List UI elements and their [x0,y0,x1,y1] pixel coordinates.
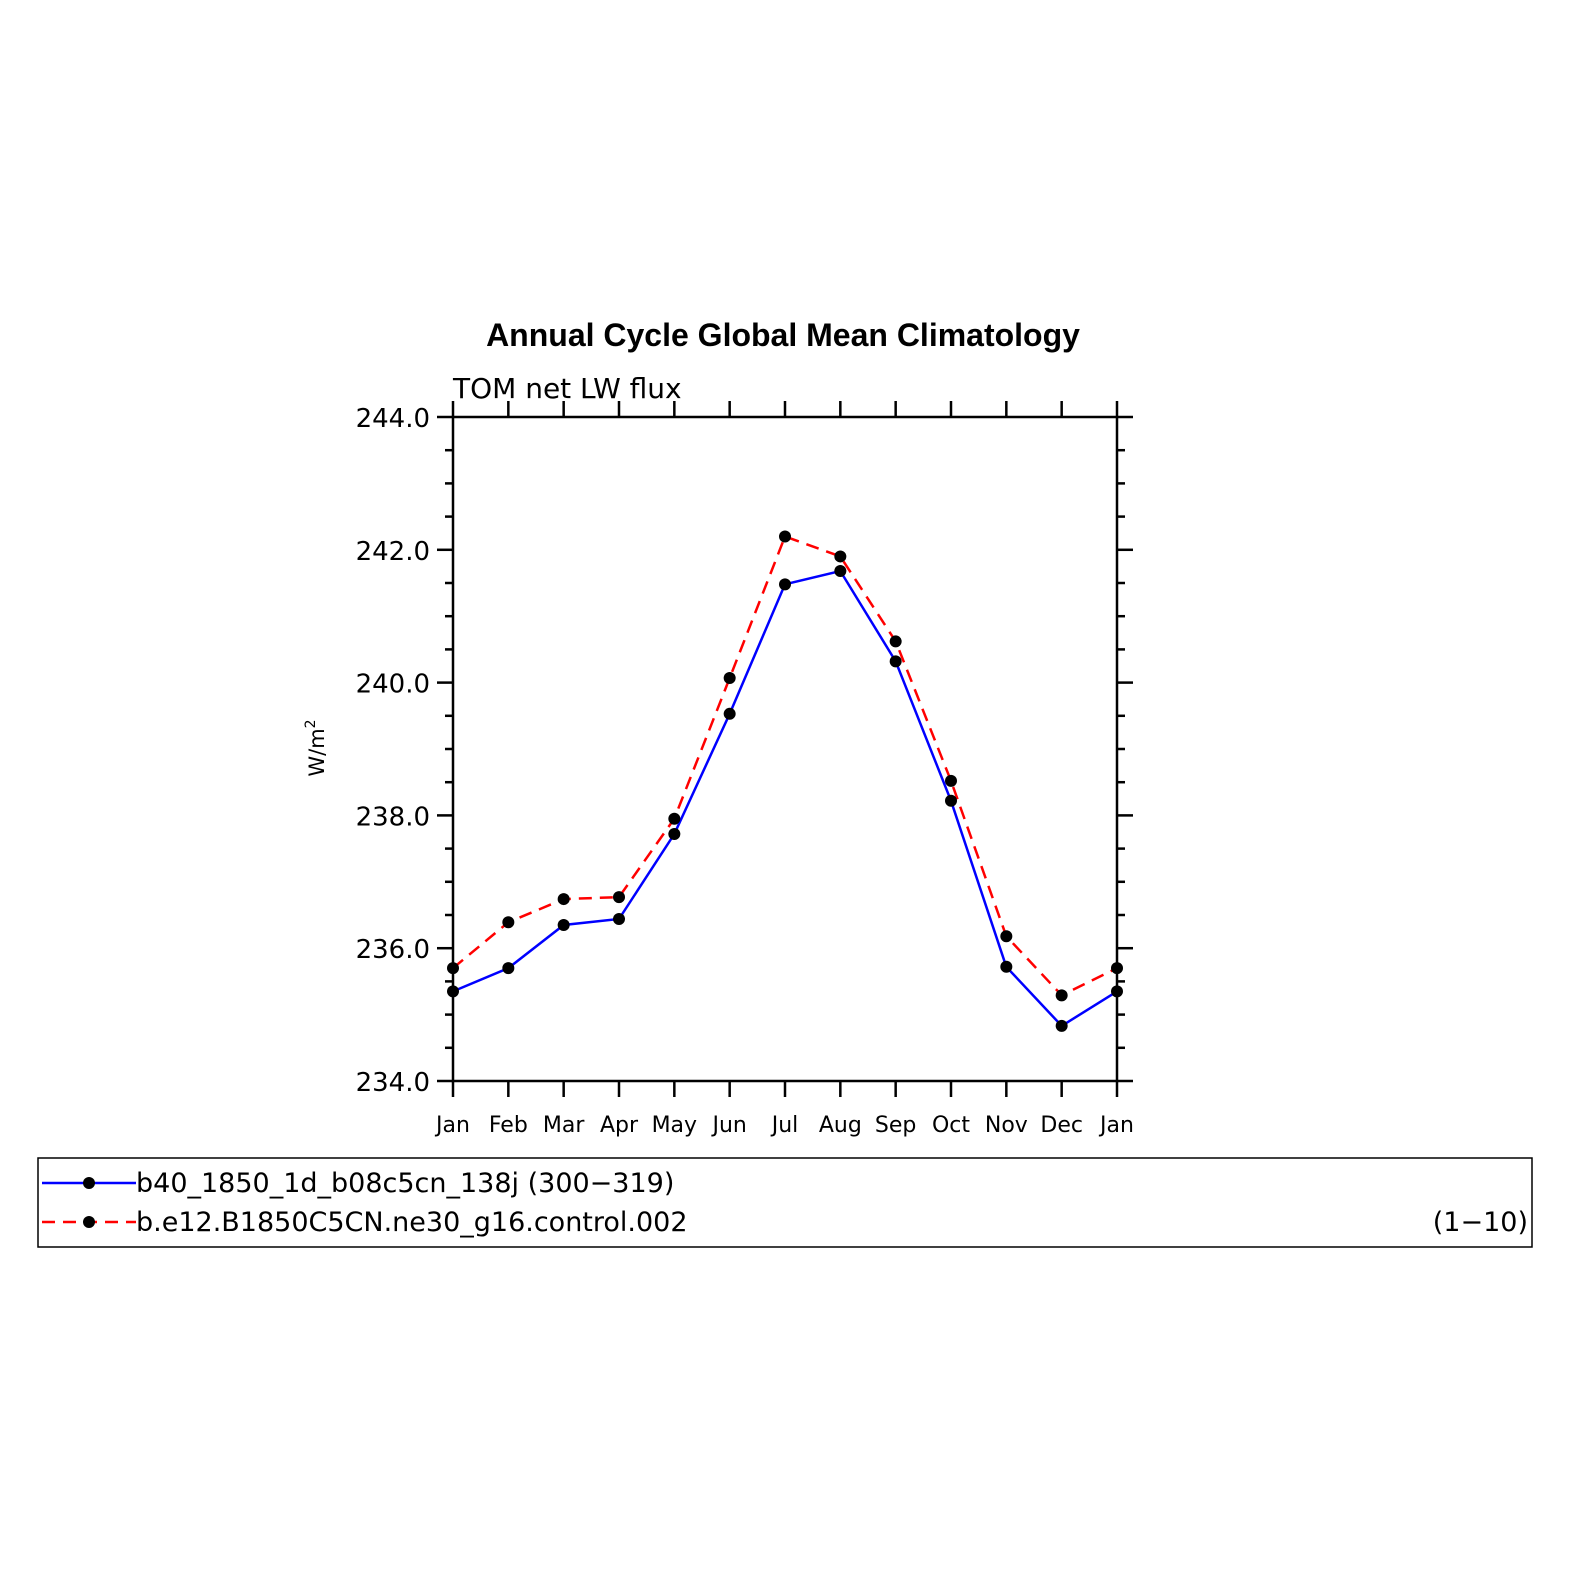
data-point-series-2 [1111,962,1123,975]
data-point-series-1 [502,962,515,975]
legend-entry-2: b.e12.B1850C5CN.ne30_g16.control.002 (1−… [42,1207,1528,1238]
x-tick-label: Mar [543,1113,585,1138]
legend-swatch-marker-1 [83,1177,95,1189]
y-axis-label-superscript: 2 [303,719,319,728]
y-tick-label: 234.0 [356,1068,430,1098]
x-tick-labels: Jan Feb Mar Apr May Jun Jul Aug Sep Oct Nov Dec Jan [434,1113,1134,1138]
data-point-series-2 [779,530,791,543]
legend-years-2: (1−10) [1433,1207,1528,1238]
data-point-series-1 [1000,960,1013,973]
series-line-1 [452,569,1118,1028]
y-tick-label: 244.0 [356,404,430,434]
y-tick-labels: 234.0 236.0 238.0 240.0 242.0 244.0 [356,404,430,1098]
data-point-series-2 [834,550,847,563]
data-point-series-1 [889,655,902,668]
plot-frame [451,415,1119,1083]
y-axis-label: W/m2 [303,719,329,776]
x-tick-label: Feb [489,1113,528,1138]
data-point-series-1 [613,912,625,925]
x-tick-label: Jul [770,1113,799,1138]
x-tick-label: Nov [985,1113,1028,1138]
data-point-series-1 [557,918,570,931]
data-point-series-2 [613,891,625,904]
data-point-series-1 [1055,1019,1068,1032]
x-tick-label: Oct [932,1113,970,1138]
chart-subtitle: TOM net LW flux [452,372,682,405]
legend-entry-1: b40_1850_1d_b08c5cn_138j (300−319) [42,1168,674,1199]
data-point-series-2 [668,812,681,825]
data-point-series-1 [779,578,791,591]
y-tick-label: 238.0 [356,802,430,832]
x-tick-label: Aug [819,1113,862,1138]
legend-box [37,1157,1533,1248]
data-point-series-2 [1055,989,1068,1002]
y-tick-label: 240.0 [356,670,430,700]
data-point-series-2 [889,635,902,648]
data-point-series-2 [447,962,459,975]
data-point-series-1 [1111,985,1123,998]
data-point-series-2 [557,893,570,906]
x-tick-label: Jan [434,1113,470,1138]
x-tick-label: Jun [710,1113,746,1138]
series-layer [447,530,1123,1032]
chart-title: Annual Cycle Global Mean Climatology [486,317,1080,353]
data-point-series-1 [834,565,847,578]
x-tick-label: Sep [875,1113,916,1138]
legend-label-1: b40_1850_1d_b08c5cn_138j (300−319) [136,1168,674,1199]
legend-label-2: b.e12.B1850C5CN.ne30_g16.control.002 [136,1207,688,1238]
y-tick-label: 236.0 [356,935,430,965]
x-tick-label: Dec [1040,1113,1083,1138]
data-point-series-2 [945,774,957,787]
y-tick-label: 242.0 [356,537,430,567]
data-point-series-2 [1000,930,1013,943]
legend-swatch-marker-2 [83,1216,95,1228]
data-point-series-2 [502,916,515,929]
axis-ticks [437,401,1133,1097]
data-point-series-1 [945,794,957,807]
x-tick-label: May [652,1113,697,1138]
data-point-series-1 [668,827,681,840]
x-tick-label: Apr [600,1113,639,1138]
x-tick-label: Jan [1098,1113,1134,1138]
data-point-series-1 [723,707,736,720]
data-point-series-1 [447,985,459,998]
series-line-2 [452,534,1118,997]
data-point-series-2 [723,671,736,684]
